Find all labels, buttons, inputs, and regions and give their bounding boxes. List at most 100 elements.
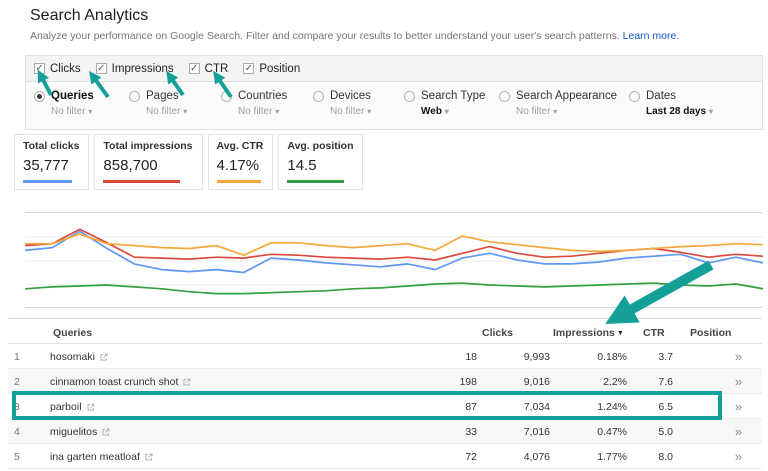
tab-dates-radio-row[interactable]: Dates [629, 90, 713, 102]
radio-icon[interactable] [629, 90, 640, 102]
external-link-icon[interactable] [87, 403, 95, 411]
row-number: 1 [14, 351, 20, 363]
metric-toggle-impressions[interactable]: ✓ Impressions [95, 63, 174, 75]
query-link[interactable]: miguelitos [50, 426, 110, 438]
radio-icon[interactable] [129, 90, 140, 102]
cell-position: 6.5 [658, 401, 673, 413]
table-row: 5 ina garten meatloaf 72 4,076 1.77% 8.0… [8, 444, 762, 469]
tab-search-type: Search Type Web ▾ [404, 90, 485, 117]
tab-countries-radio-row[interactable]: Countries [221, 90, 287, 102]
checkbox-checked-icon[interactable]: ✓ [188, 63, 200, 74]
radio-icon[interactable] [499, 90, 510, 102]
card-value: 858,700 [103, 157, 158, 174]
dimension-tab-row: Queries No filter ▾ Pages No filter ▾ Co… [26, 82, 762, 129]
tab-devices-radio-row[interactable]: Devices [313, 90, 371, 102]
external-link-icon[interactable] [145, 453, 153, 461]
cell-position: 7.6 [658, 376, 673, 388]
tab-label: Countries [238, 90, 288, 102]
column-header-position[interactable]: Position [690, 327, 732, 339]
external-link-icon[interactable] [100, 353, 108, 361]
learn-more-link[interactable]: Learn more. [622, 30, 680, 42]
tab-label: Search Appearance [516, 90, 618, 102]
tab-pages-radio-row[interactable]: Pages [129, 90, 187, 102]
tab-countries-filter-dropdown[interactable]: No filter ▾ [238, 106, 280, 117]
dropdown-arrow-icon: ▾ [444, 107, 449, 116]
card-avg-ctr[interactable]: Avg. CTR 4.17% [207, 134, 274, 190]
column-header-queries[interactable]: Queries [53, 327, 93, 339]
card-total-impressions[interactable]: Total impressions 858,700 [94, 134, 203, 190]
expand-row-button[interactable]: » [734, 424, 742, 439]
cell-position: 3.7 [658, 351, 673, 363]
expand-row-button[interactable]: » [734, 374, 742, 389]
subtitle-text: Analyze your performance on Google Searc… [30, 30, 620, 42]
column-header-impressions[interactable]: Impressions ▼ [553, 327, 624, 339]
tab-devices: Devices No filter ▾ [313, 90, 371, 117]
query-link[interactable]: cinnamon toast crunch shot [50, 376, 191, 388]
expand-row-button[interactable]: » [734, 449, 742, 464]
tab-dates: Dates Last 28 days ▾ [629, 90, 713, 117]
checkbox-checked-icon[interactable]: ✓ [34, 63, 45, 74]
dropdown-arrow-icon: ▾ [367, 107, 372, 116]
metric-toggle-ctr[interactable]: ✓ CTR [188, 62, 229, 75]
table-row: 2 cinnamon toast crunch shot 198 9,016 2… [8, 369, 762, 394]
cell-ctr: 1.24% [597, 401, 627, 413]
dropdown-arrow-icon: ▾ [553, 107, 558, 116]
chart-canvas [25, 228, 763, 295]
tab-queries-radio-row[interactable]: Queries [34, 90, 94, 102]
checkbox-checked-icon[interactable]: ✓ [95, 63, 107, 74]
metrics-line-chart [25, 212, 763, 308]
tab-search-appearance-filter-dropdown[interactable]: No filter ▾ [516, 106, 558, 117]
card-avg-position[interactable]: Avg. position 14.5 [278, 134, 364, 190]
card-label: Total impressions [103, 140, 193, 152]
tab-search-type-radio-row[interactable]: Search Type [404, 90, 485, 102]
table-row: 1 hosomaki 18 9,993 0.18% 3.7 » [8, 344, 762, 369]
cell-clicks: 87 [465, 401, 477, 413]
radio-icon[interactable] [404, 90, 415, 102]
cell-impressions: 4,076 [523, 451, 550, 463]
metric-toggle-label: CTR [204, 62, 229, 75]
radio-selected-icon[interactable] [34, 90, 45, 102]
tab-search-appearance: Search Appearance No filter ▾ [499, 90, 617, 117]
card-label: Total clicks [23, 140, 80, 152]
cell-impressions: 9,993 [523, 351, 550, 363]
filter-panel: ✓ Clicks ✓ Impressions ✓ CTR ✓ Position … [25, 55, 763, 130]
expand-row-button[interactable]: » [734, 349, 742, 364]
external-link-icon[interactable] [102, 428, 110, 436]
column-header-clicks[interactable]: Clicks [482, 327, 513, 339]
row-number: 3 [14, 401, 20, 413]
metric-toggle-clicks[interactable]: ✓ Clicks [34, 63, 81, 75]
dropdown-arrow-icon: ▾ [183, 107, 188, 116]
tab-queries-filter-dropdown[interactable]: No filter ▾ [51, 106, 93, 117]
external-link-icon[interactable] [183, 378, 191, 386]
metric-toggle-label: Position [259, 62, 301, 75]
tab-search-appearance-radio-row[interactable]: Search Appearance [499, 90, 617, 102]
card-accent-bar [216, 180, 261, 183]
query-link[interactable]: parboil [50, 401, 95, 413]
column-header-ctr[interactable]: CTR [643, 327, 665, 339]
chart-line-ctr [25, 233, 763, 257]
table-header-row: Queries Clicks Impressions ▼ CTR Position [8, 318, 762, 344]
tab-label: Pages [146, 90, 179, 102]
card-total-clicks[interactable]: Total clicks 35,777 [14, 134, 90, 190]
tab-dates-filter-dropdown[interactable]: Last 28 days ▾ [646, 106, 713, 117]
card-accent-bar [103, 180, 181, 183]
dropdown-arrow-icon: ▾ [708, 107, 713, 116]
expand-row-button[interactable]: » [734, 399, 742, 414]
tab-search-type-filter-dropdown[interactable]: Web ▾ [421, 106, 449, 117]
summary-cards: Total clicks 35,777 Total impressions 85… [14, 134, 368, 190]
cell-clicks: 198 [459, 376, 477, 388]
cell-ctr: 2.2% [603, 376, 627, 388]
checkbox-checked-icon[interactable]: ✓ [243, 63, 255, 74]
query-link[interactable]: ina garten meatloaf [50, 451, 153, 463]
dropdown-arrow-icon: ▾ [275, 107, 280, 116]
tab-label: Queries [51, 90, 94, 102]
radio-icon[interactable] [313, 90, 324, 102]
queries-table: Queries Clicks Impressions ▼ CTR Position… [8, 318, 762, 469]
radio-icon[interactable] [221, 90, 232, 102]
query-link[interactable]: hosomaki [50, 351, 108, 363]
cell-impressions: 7,016 [523, 426, 550, 438]
table-row-highlighted: 3 parboil 87 7,034 1.24% 6.5 » [8, 391, 762, 420]
metric-toggle-position[interactable]: ✓ Position [243, 63, 300, 75]
tab-devices-filter-dropdown[interactable]: No filter ▾ [330, 106, 372, 117]
tab-pages-filter-dropdown[interactable]: No filter ▾ [146, 106, 188, 117]
